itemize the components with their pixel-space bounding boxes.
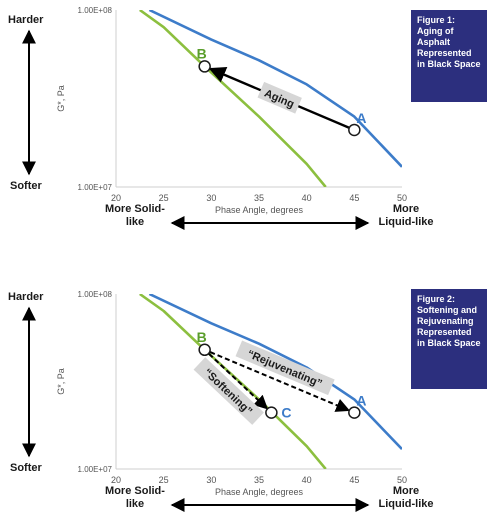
harder-label-1: Harder — [8, 14, 44, 26]
y-axis-title: G*, Pa — [56, 368, 66, 395]
point-label-b: B — [197, 45, 207, 61]
x-tick-label: 30 — [206, 193, 216, 203]
arrow-label-backdrop — [257, 81, 302, 114]
x-tick-label: 20 — [111, 475, 121, 485]
x-tick-label: 50 — [397, 475, 407, 485]
y-tick-label: 1.00E+08 — [78, 290, 113, 299]
x-tick-label: 25 — [159, 193, 169, 203]
x-tick-label: 45 — [349, 475, 359, 485]
liquid-like-label-2: More Liquid-like — [378, 485, 434, 510]
solid-like-label-2: More Solid-like — [105, 485, 165, 510]
x-tick-label: 40 — [302, 475, 312, 485]
point-marker-a — [348, 123, 361, 137]
point-label-b: B — [197, 329, 207, 345]
y-tick-label: 1.00E+07 — [78, 465, 113, 474]
x-tick-label: 25 — [159, 475, 169, 485]
y-tick-label: 1.00E+08 — [78, 6, 113, 15]
figure-2-panel: 1.00E+07 1.00E+08 20 25 30 35 40 45 50 Phase Angl… — [0, 266, 500, 532]
x-tick-label: 20 — [111, 193, 121, 203]
x-tick-label: 45 — [349, 193, 359, 203]
arrow-label-backdrop — [193, 357, 264, 425]
liquid-like-label-1: More Liquid-like — [378, 203, 434, 228]
point-label-c: C — [281, 405, 291, 421]
x-tick-label: 50 — [397, 193, 407, 203]
point-marker-c — [265, 406, 278, 419]
arrow-label: “Softening” — [201, 367, 254, 418]
harder-label-2: Harder — [8, 291, 44, 303]
figure-1-panel: 1.00E+07 1.00E+08 20 25 30 35 40 45 50 Phase Angl… — [8, 6, 487, 230]
figure-1-chart: 1.00E+07 1.00E+08 20 25 30 35 40 45 50 Phase Angl… — [22, 6, 407, 230]
x-tick-label: 35 — [254, 475, 264, 485]
x-axis-title: Phase Angle, degrees — [215, 205, 304, 215]
softer-label-1: Softer — [10, 180, 42, 192]
series-line-1 — [139, 10, 327, 187]
point-label-a: A — [356, 110, 366, 126]
x-tick-label: 30 — [206, 475, 216, 485]
x-tick-label: 35 — [254, 193, 264, 203]
series-line-0 — [148, 294, 402, 451]
arrow-0 — [209, 351, 351, 412]
series-line-1 — [139, 294, 327, 469]
point-marker-b — [198, 60, 211, 73]
arrow-label-group-0: “Rejuvenating” — [235, 340, 335, 396]
arrow-1 — [208, 353, 269, 410]
softer-label-2: Softer — [10, 462, 42, 474]
point-label-a: A — [356, 393, 366, 409]
x-axis-title: Phase Angle, degrees — [215, 487, 304, 497]
figure-2-chart: 1.00E+07 1.00E+08 20 25 30 35 40 45 50 Phase Angl… — [22, 290, 407, 512]
arrow-label-backdrop — [235, 340, 335, 396]
series-line-0 — [148, 10, 402, 168]
y-tick-label: 1.00E+07 — [78, 183, 113, 192]
point-marker-b — [198, 343, 211, 357]
x-tick-label: 40 — [302, 193, 312, 203]
figure-1-caption: Figure 1: Aging of Asphalt Represented i… — [417, 15, 481, 69]
point-marker-a — [348, 406, 361, 419]
figure-1-caption-box: Figure 1: Aging of Asphalt Represented i… — [411, 10, 487, 102]
figure-2-caption: Figure 2: Softening and Rejuvenating Rep… — [417, 294, 481, 348]
arrow-label-group-1: “Softening” — [193, 357, 264, 425]
arrow-label-group-0: Aging — [257, 81, 302, 114]
figure-2-caption-box: Figure 2: Softening and Rejuvenating Rep… — [411, 289, 487, 389]
solid-like-label-1: More Solid-like — [105, 203, 165, 228]
y-axis-title: G*, Pa — [56, 85, 66, 112]
